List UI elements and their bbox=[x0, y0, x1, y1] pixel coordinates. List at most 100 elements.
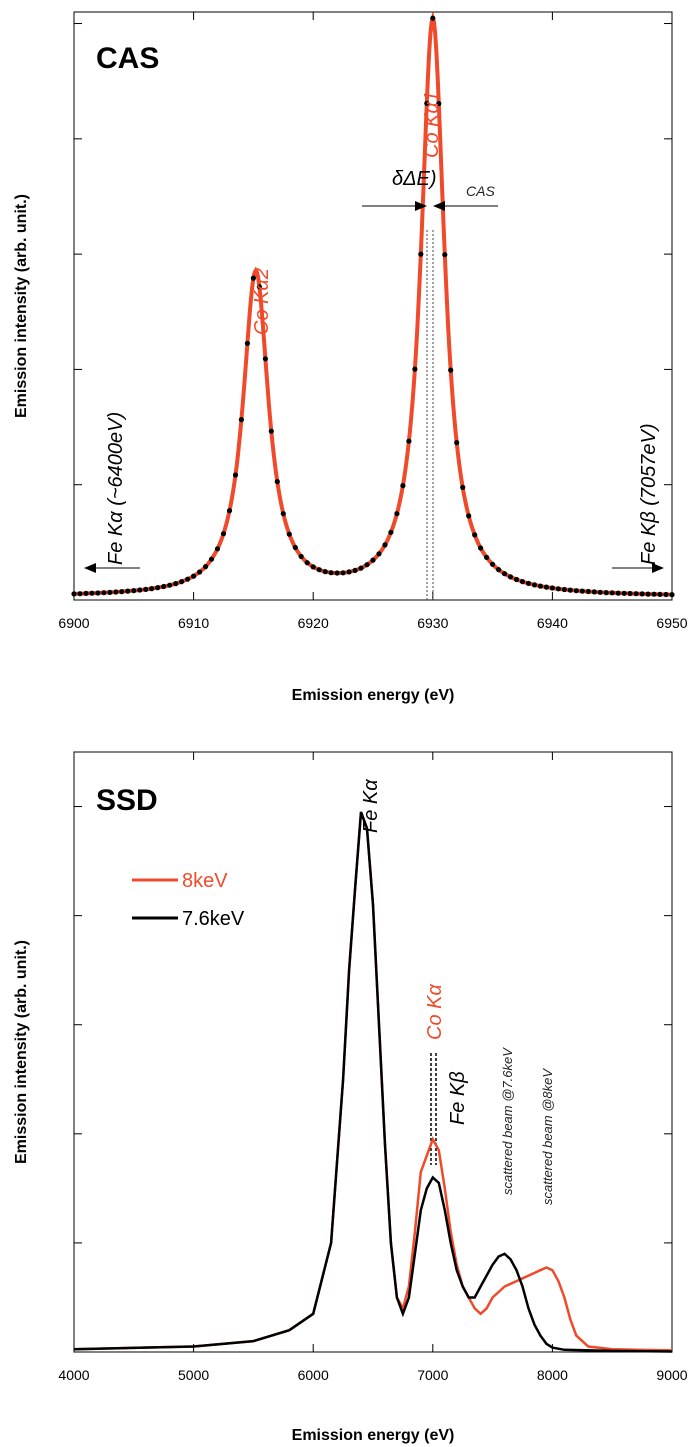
ssd-x-tick-label: 9000 bbox=[656, 1367, 687, 1383]
cas-data-point bbox=[651, 591, 657, 597]
cas-delta-e-label: δΔE) bbox=[392, 168, 437, 190]
cas-data-point bbox=[208, 556, 215, 562]
ssd-x-tick-label: 7000 bbox=[417, 1367, 448, 1383]
cas-data-point bbox=[669, 592, 675, 598]
cas-data-point bbox=[143, 586, 149, 593]
cas-data-point bbox=[418, 251, 424, 257]
cas-x-tick-label: 6930 bbox=[417, 615, 448, 631]
ssd-scattered-8-label: scattered beam @8keV bbox=[540, 1068, 555, 1205]
ssd-y-axis-title: Emission intensity (arb. unit.) bbox=[13, 940, 30, 1164]
cas-data-point bbox=[645, 591, 651, 597]
cas-x-tick-label: 6920 bbox=[298, 615, 329, 631]
cas-data-point bbox=[262, 356, 268, 362]
cas-data-point bbox=[197, 569, 203, 575]
cas-data-point bbox=[454, 440, 460, 446]
ssd-x-ticks bbox=[73, 752, 673, 1352]
cas-data-point bbox=[370, 557, 376, 563]
cas-data-point bbox=[89, 590, 95, 596]
cas-data-point bbox=[484, 554, 490, 561]
cas-x-ticks bbox=[73, 12, 673, 600]
cas-data-point bbox=[161, 583, 167, 590]
cas-data-point bbox=[460, 484, 466, 490]
cas-x-axis-title: Emission energy (eV) bbox=[292, 687, 455, 704]
cas-data-points bbox=[71, 15, 675, 598]
cas-data-point bbox=[525, 580, 532, 587]
cas-delta-arrowhead-right bbox=[433, 201, 445, 211]
cas-data-point bbox=[436, 101, 442, 107]
cas-data-point bbox=[83, 590, 89, 597]
cas-data-point bbox=[286, 531, 292, 537]
cas-data-point bbox=[519, 579, 526, 585]
cas-data-point bbox=[191, 573, 197, 579]
cas-fe-kbeta-arrowhead bbox=[652, 563, 664, 573]
cas-data-point bbox=[310, 564, 316, 570]
cas-data-point bbox=[203, 564, 209, 570]
cas-data-point bbox=[579, 588, 585, 594]
cas-y-ticks bbox=[74, 23, 672, 486]
cas-data-point bbox=[232, 472, 239, 478]
cas-data-point bbox=[388, 529, 394, 535]
cas-data-point bbox=[430, 15, 436, 21]
cas-data-point bbox=[125, 588, 131, 594]
cas-data-point bbox=[442, 252, 448, 258]
cas-data-point bbox=[639, 591, 645, 597]
cas-data-point bbox=[298, 553, 304, 560]
cas-data-point bbox=[185, 576, 191, 582]
cas-data-point bbox=[472, 532, 478, 538]
cas-data-point bbox=[352, 567, 358, 574]
cas-data-point bbox=[238, 417, 244, 423]
cas-data-point bbox=[220, 531, 227, 537]
cas-data-point bbox=[507, 574, 514, 580]
cas-co-kalpha1-label: Co Kα1 bbox=[421, 91, 443, 158]
ssd-series-7-6kev-line bbox=[73, 811, 673, 1353]
cas-data-point bbox=[179, 579, 185, 585]
cas-data-point bbox=[490, 561, 496, 567]
cas-data-point bbox=[537, 583, 544, 589]
cas-data-point bbox=[256, 284, 262, 290]
cas-data-point bbox=[478, 545, 484, 551]
cas-data-point bbox=[113, 589, 119, 595]
cas-data-point bbox=[304, 560, 310, 566]
ssd-plot-frame bbox=[73, 751, 673, 1353]
cas-data-point bbox=[573, 588, 579, 594]
cas-x-tick-label: 6910 bbox=[178, 615, 209, 631]
cas-data-point bbox=[77, 591, 83, 597]
cas-data-point bbox=[412, 366, 418, 372]
cas-delta-e-subscript: CAS bbox=[466, 183, 495, 199]
cas-data-point bbox=[292, 544, 298, 551]
cas-fit-line bbox=[73, 11, 672, 597]
cas-data-point bbox=[280, 511, 286, 517]
cas-panel-title: CAS bbox=[96, 42, 159, 75]
cas-fe-kalpha-label: Fe Kα (~6400eV) bbox=[105, 412, 127, 565]
ssd-y-ticks bbox=[74, 806, 672, 1244]
cas-data-point bbox=[531, 582, 538, 588]
cas-data-point bbox=[406, 438, 412, 444]
cas-panel: CAS Co Kα1 Co Kα2 Fe Kα (~6400eV) Fe Kβ … bbox=[13, 11, 688, 704]
ssd-panel: SSD 8keV 7.6keV Fe Kα Co Kα Fe Kβ scatte… bbox=[13, 751, 688, 1444]
ssd-x-tick-label: 6000 bbox=[298, 1367, 329, 1383]
ssd-panel-title: SSD bbox=[96, 784, 158, 817]
cas-data-point bbox=[615, 590, 621, 596]
cas-data-point bbox=[502, 571, 508, 577]
cas-data-point bbox=[358, 565, 364, 571]
cas-data-point bbox=[149, 586, 155, 592]
cas-data-point bbox=[496, 567, 502, 573]
cas-data-point bbox=[71, 591, 77, 597]
cas-fe-kalpha-arrowhead bbox=[84, 563, 96, 573]
legend-label-7-6kev: 7.6keV bbox=[182, 908, 245, 930]
cas-data-point bbox=[633, 591, 639, 597]
cas-data-point bbox=[244, 340, 250, 346]
cas-data-point bbox=[101, 590, 107, 596]
cas-data-point bbox=[173, 581, 179, 587]
cas-data-point bbox=[364, 562, 370, 568]
ssd-co-kalpha-label: Co Kα bbox=[424, 984, 446, 1040]
cas-data-point bbox=[567, 587, 573, 593]
ssd-fe-kbeta-label: Fe Kβ bbox=[447, 1071, 469, 1125]
cas-data-point bbox=[274, 479, 280, 485]
cas-data-point bbox=[131, 588, 137, 594]
cas-data-point bbox=[424, 100, 430, 106]
cas-data-point bbox=[167, 582, 173, 588]
cas-data-point bbox=[591, 589, 597, 595]
cas-data-point bbox=[609, 590, 615, 596]
